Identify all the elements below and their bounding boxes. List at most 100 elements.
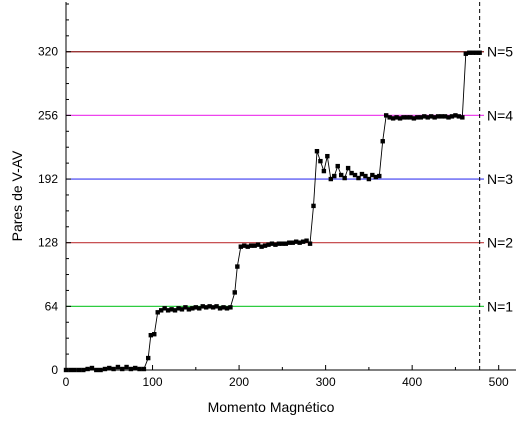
data-point bbox=[169, 307, 174, 312]
data-point bbox=[85, 366, 90, 372]
data-point bbox=[300, 239, 306, 244]
data-point bbox=[252, 243, 257, 248]
data-point bbox=[338, 172, 344, 178]
x-tick-label: 400 bbox=[402, 375, 422, 389]
data-point bbox=[383, 113, 389, 118]
data-point bbox=[359, 171, 365, 177]
data-point bbox=[242, 243, 247, 248]
data-point bbox=[321, 168, 327, 174]
reference-labels: N=1 N=2 N=3 N=4 N=5 bbox=[487, 44, 513, 315]
data-point bbox=[428, 114, 434, 119]
y-tick-label: 192 bbox=[38, 172, 58, 186]
data-point bbox=[415, 115, 420, 120]
data-point bbox=[111, 366, 116, 372]
data-point bbox=[418, 115, 424, 120]
data-point bbox=[276, 241, 282, 246]
reference-label-4: N=4 bbox=[487, 107, 513, 123]
data-point bbox=[207, 304, 212, 309]
reference-label-3: N=3 bbox=[487, 171, 513, 187]
data-point bbox=[193, 305, 199, 310]
data-point bbox=[133, 365, 138, 371]
data-point bbox=[235, 264, 240, 269]
series-line bbox=[66, 52, 480, 371]
data-point bbox=[224, 306, 230, 311]
data-point bbox=[307, 241, 313, 246]
data-point bbox=[155, 310, 160, 315]
data-point bbox=[128, 366, 134, 372]
data-point bbox=[446, 115, 451, 120]
x-tick-label: 0 bbox=[63, 375, 70, 389]
reference-label-2: N=2 bbox=[487, 235, 513, 251]
data-point bbox=[283, 241, 289, 246]
data-point bbox=[190, 306, 195, 311]
data-point bbox=[214, 304, 219, 309]
data-point bbox=[245, 244, 250, 249]
data-point bbox=[115, 364, 121, 370]
data-point bbox=[203, 305, 209, 310]
data-point bbox=[141, 366, 147, 372]
data-point bbox=[273, 242, 278, 247]
data-point bbox=[439, 114, 444, 119]
reference-label-5: N=5 bbox=[487, 44, 513, 60]
data-point bbox=[335, 163, 340, 169]
y-tick-label: 128 bbox=[38, 236, 58, 250]
data-point bbox=[422, 114, 427, 119]
data-point bbox=[342, 175, 347, 181]
data-point bbox=[314, 148, 320, 154]
data-point bbox=[120, 366, 125, 372]
data-point bbox=[345, 165, 351, 171]
data-point bbox=[262, 243, 268, 248]
data-point bbox=[137, 366, 142, 372]
x-tick-label: 500 bbox=[489, 375, 509, 389]
data-point bbox=[363, 173, 368, 179]
series-markers bbox=[63, 50, 482, 373]
data-point bbox=[394, 115, 399, 120]
data-point bbox=[425, 115, 430, 120]
data-point bbox=[401, 115, 406, 120]
data-point bbox=[158, 308, 164, 313]
data-point bbox=[228, 305, 233, 310]
data-point bbox=[390, 116, 396, 121]
data-point bbox=[442, 114, 448, 119]
data-point bbox=[318, 158, 323, 164]
data-point bbox=[232, 290, 237, 295]
data-point bbox=[176, 306, 181, 311]
data-point bbox=[165, 308, 171, 313]
y-tick-label: 256 bbox=[38, 108, 58, 122]
data-point bbox=[269, 241, 275, 246]
data-point bbox=[411, 116, 417, 121]
y-tick-label: 0 bbox=[51, 363, 58, 377]
data-point bbox=[297, 240, 302, 245]
data-point bbox=[449, 114, 455, 119]
data-point bbox=[148, 332, 154, 338]
data-point bbox=[380, 139, 385, 144]
data-point bbox=[356, 175, 361, 181]
data-point bbox=[328, 176, 334, 182]
data-point bbox=[197, 306, 202, 311]
y-tick-label: 320 bbox=[38, 45, 58, 59]
x-tick-label: 300 bbox=[316, 375, 336, 389]
axes bbox=[65, 2, 516, 371]
reference-lines bbox=[66, 51, 484, 307]
data-point bbox=[102, 366, 108, 372]
data-point bbox=[266, 242, 271, 247]
data-point bbox=[217, 306, 223, 311]
data-point bbox=[146, 355, 151, 361]
data-point bbox=[287, 240, 292, 245]
data-point bbox=[210, 305, 216, 310]
data-point bbox=[186, 307, 192, 312]
data-point bbox=[366, 176, 372, 182]
ticks: 0 100 200 300 400 500 0 64 128 192 256 320 bbox=[38, 3, 509, 389]
data-point bbox=[293, 239, 299, 244]
data-point bbox=[467, 50, 472, 55]
y-tick-label: 64 bbox=[45, 299, 59, 313]
data-point bbox=[248, 243, 254, 248]
data-point bbox=[179, 307, 185, 312]
data-point bbox=[473, 50, 479, 55]
x-tick-label: 200 bbox=[229, 375, 249, 389]
data-point bbox=[408, 115, 413, 120]
data-point bbox=[352, 172, 358, 178]
data-point bbox=[377, 173, 382, 179]
data-point bbox=[238, 244, 244, 249]
data-point bbox=[183, 305, 188, 310]
